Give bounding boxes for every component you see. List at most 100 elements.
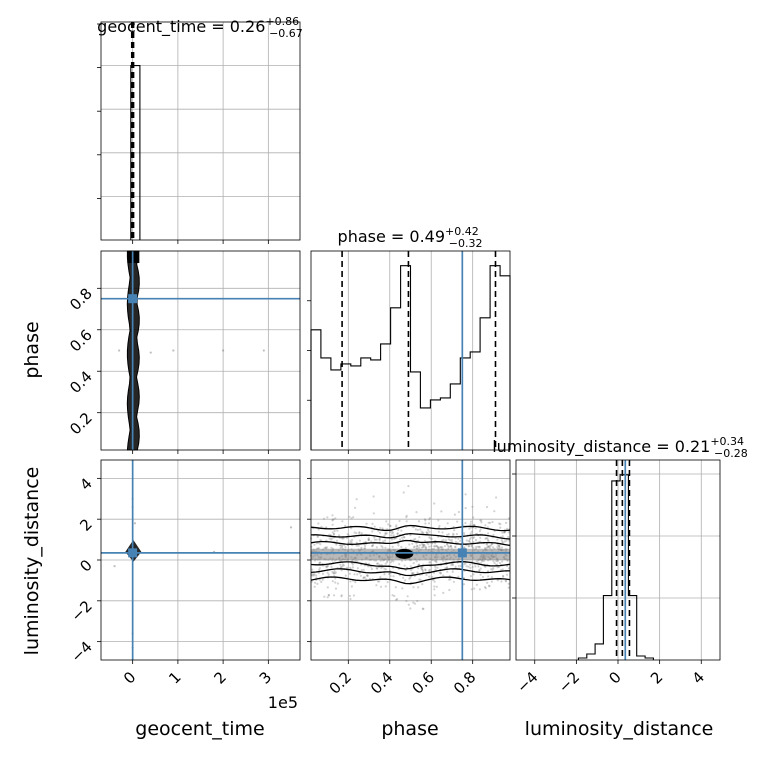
scatter-point (429, 537, 432, 540)
scatter-point (456, 520, 459, 523)
scatter-point (334, 577, 337, 580)
scatter-point (398, 563, 401, 566)
scatter-point (319, 543, 322, 546)
scatter-point (486, 539, 490, 542)
scatter-point (390, 538, 393, 541)
scatter-point (347, 541, 350, 544)
scatter-point (394, 586, 397, 589)
scatter-point (457, 510, 460, 514)
x-tick-label: −2 (555, 668, 583, 696)
scatter-point (367, 562, 370, 565)
scatter-point (425, 531, 428, 534)
scatter-point (339, 544, 342, 547)
scatter-point (316, 582, 319, 586)
scatter-point (313, 543, 316, 546)
scatter-point (386, 581, 389, 584)
scatter-point (490, 576, 493, 579)
scatter-point (428, 536, 431, 539)
scatter-point (400, 545, 403, 549)
scatter-point (423, 544, 426, 547)
scatter-point (492, 560, 495, 563)
scatter-point (450, 538, 453, 542)
scatter-point (409, 569, 413, 572)
scatter-point (352, 594, 355, 597)
scatter-point (417, 586, 420, 589)
scatter-point (384, 585, 387, 588)
scatter-point (375, 546, 378, 549)
scatter-point (442, 538, 445, 542)
scatter-point (376, 562, 379, 565)
scatter-point (391, 594, 394, 597)
scatter-point (506, 559, 509, 562)
scatter-point (434, 542, 437, 545)
scatter-point (417, 563, 420, 566)
scatter-point (351, 566, 354, 569)
scatter-point (383, 534, 386, 537)
scatter-point (313, 573, 316, 576)
scatter-point (117, 349, 121, 352)
scatter-point (469, 522, 472, 526)
scatter-point (350, 517, 353, 520)
x-tick-label: 1 (165, 668, 184, 687)
scatter-point (351, 563, 354, 566)
scatter-point (465, 565, 468, 568)
scatter-layer (113, 349, 511, 649)
scatter-point (348, 572, 351, 575)
scatter-point (498, 544, 501, 547)
scatter-point (353, 531, 356, 534)
scatter-point (468, 538, 472, 541)
scatter-point (437, 519, 440, 522)
scatter-point (319, 561, 322, 564)
scatter-point (334, 571, 337, 574)
x-tick-label: 2 (647, 668, 666, 687)
contour-peak (395, 548, 414, 559)
scatter-point (386, 559, 389, 563)
scatter-point (418, 536, 421, 539)
scatter-point (376, 567, 379, 570)
scatter-point (384, 562, 387, 565)
scatter-point (453, 529, 456, 532)
scatter-point (422, 545, 425, 549)
scatter-point (367, 565, 370, 568)
scatter-point (393, 594, 396, 598)
scatter-point (408, 577, 411, 580)
scatter-point (448, 588, 451, 592)
scatter-point (433, 585, 436, 588)
scatter-point (464, 562, 467, 565)
scatter-point (487, 532, 490, 535)
scatter-point (478, 545, 481, 548)
truth-marker (457, 548, 467, 558)
scatter-point (315, 574, 318, 577)
scatter-point (415, 560, 418, 563)
scatter-point (373, 536, 376, 539)
scatter-point (415, 510, 418, 514)
scatter-point (446, 570, 449, 573)
x-tick-label: 0.2 (326, 668, 356, 698)
scatter-point (405, 516, 408, 519)
scatter-point (436, 545, 439, 549)
scatter-point (386, 561, 389, 564)
scatter-point (407, 485, 410, 488)
scatter-point (433, 559, 436, 562)
scatter-point (406, 595, 409, 598)
contour-upper (310, 539, 511, 547)
scatter-point (457, 575, 460, 578)
title-equals: = (206, 17, 230, 36)
scatter-point (468, 527, 471, 530)
scatter-point (427, 528, 430, 532)
scatter-point (422, 531, 425, 534)
scatter-point (488, 585, 491, 588)
scatter-point (505, 521, 508, 525)
scatter-point (423, 518, 427, 521)
scatter-point (342, 564, 345, 567)
scatter-point (339, 563, 342, 566)
title-minus: −0.67 (269, 27, 303, 40)
offset-text: 1e5 (268, 693, 298, 712)
scatter-point (434, 565, 437, 569)
scatter-point (332, 518, 335, 521)
scatter-point (384, 546, 387, 549)
scatter-point (493, 562, 496, 565)
scatter-point (371, 522, 374, 526)
scatter-point (449, 545, 452, 548)
scatter-point (473, 536, 476, 539)
